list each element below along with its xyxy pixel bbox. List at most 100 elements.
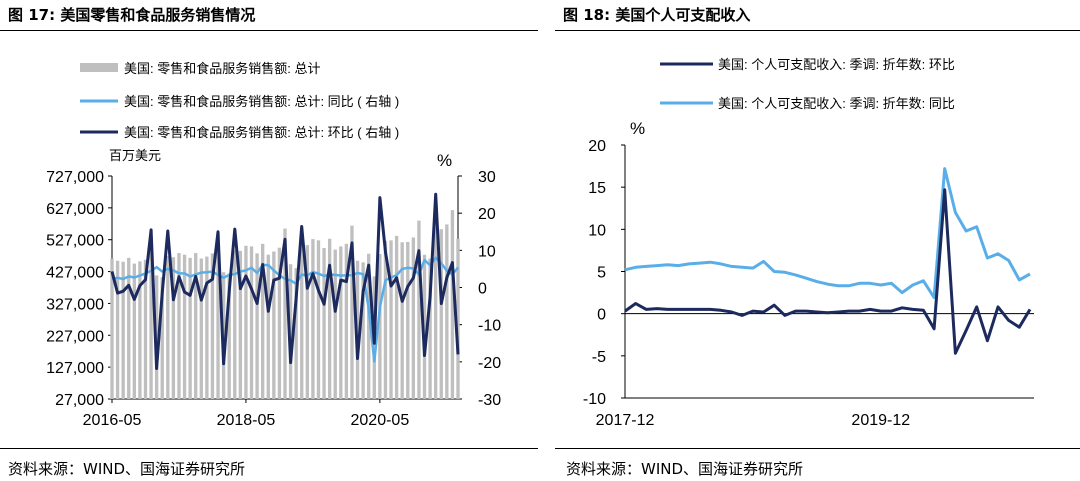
figure-17-title: 图 17: 美国零售和食品服务销售情况 [8,6,256,24]
legend-label-income-yoy: 美国: 个人可支配收入: 季调: 折年数: 同比 [718,96,955,111]
sales-bar [194,253,198,399]
sales-bar [255,253,259,399]
sales-bar [177,253,181,399]
sales-bar [378,254,382,399]
sales-bar [238,250,243,399]
sales-bar [439,229,443,399]
right-y-tick-label: -20 [478,355,501,372]
left-y-tick-label: 127,000 [46,360,104,377]
sales-bar [428,258,432,399]
right-y-tick-label: -10 [478,318,501,335]
legend-swatch-sales [80,63,118,72]
disposable-income-chart: 20 15 10 5 0 -5 -10% 2017-12 2019-12 美国: 个人可支配收入:… [583,57,1034,429]
figure-18-prefix: 图 [563,6,579,24]
left-y-tick-label: 527,000 [46,233,104,250]
sales-bar [417,220,421,399]
sales-bar [300,244,304,399]
x-tick-label: 2018-05 [217,412,276,429]
sales-bar [339,246,343,399]
sales-bar [227,273,231,399]
sales-bar [160,277,164,399]
y-tick-label: 0 [597,307,606,324]
figure-18-top-rule [555,30,1080,31]
y-tick-label: -10 [583,391,606,408]
sales-bar [249,246,254,399]
figure-18-number: 18 [583,6,605,24]
figure-18-title: 图 18: 美国个人可支配收入 [563,6,751,24]
income-mom-line [624,188,1032,355]
figure-17-number: 17 [28,6,50,24]
legend-label-sales: 美国: 零售和食品服务销售额: 总计 [124,61,320,76]
left-y-tick-label: 727,000 [46,169,104,186]
sales-bar [333,249,337,399]
y-tick-label: -5 [592,349,606,366]
sales-bar [394,235,399,399]
sales-bar [311,239,315,399]
figure-18-bottom-rule [555,448,1080,449]
sales-bar [149,239,153,399]
left-y-tick-label: 27,000 [55,392,104,409]
sales-bar [327,238,332,399]
sales-bar [411,237,416,399]
legend-label-yoy: 美国: 零售和食品服务销售额: 总计: 同比 ( 右轴 ) [124,94,399,109]
sales-bar [305,245,309,399]
sales-bar [283,228,287,399]
sales-bar [127,257,131,399]
sales-bar [199,258,203,399]
sales-bar [350,225,354,399]
sales-bar [272,251,276,399]
figure-17-top-rule [0,30,538,31]
sales-bar [244,245,248,399]
sales-bar [456,238,460,399]
x-tick-label: 2019-12 [851,412,910,429]
sales-bar [344,243,349,399]
sales-bar [166,255,170,399]
sales-bar [450,210,455,399]
sales-bar [188,257,192,399]
sales-bar [261,243,265,399]
right-axis-unit: % [437,151,452,170]
sales-bar [216,233,220,399]
sales-bar [322,247,326,399]
sales-bar [233,250,237,399]
sales-bar [143,259,148,399]
y-tick-label: 20 [588,138,606,155]
sales-bar [132,263,136,399]
sales-bar [205,256,209,399]
figure-17-text: 美国零售和食品服务销售情况 [60,6,256,24]
left-y-tick-label: 427,000 [46,265,104,282]
sales-bar [316,240,321,399]
sales-bar [266,254,270,399]
sales-bar [115,260,120,399]
x-tick-label: 2017-12 [596,412,655,429]
sales-bar [367,253,371,399]
figure-18-source: 资料来源：WIND、国海证券研究所 [566,460,804,478]
sales-bar [110,258,114,399]
sales-bar [138,261,142,399]
x-tick-label: 2020-05 [351,412,410,429]
sales-bar [277,247,282,399]
y-axis-unit: % [630,119,645,138]
right-y-tick-label: -30 [478,392,501,409]
legend-label-income-mom: 美国: 个人可支配收入: 季调: 折年数: 环比 [718,57,955,72]
y-tick-label: 15 [588,180,606,197]
sales-bar [121,261,125,399]
sales-bar [294,268,298,399]
sales-bar [171,257,176,399]
left-axis-unit: 百万美元 [109,148,161,163]
sales-bar [406,241,410,399]
right-y-tick-label: 10 [478,243,496,260]
left-y-tick-label: 627,000 [46,201,104,218]
figure-17-prefix: 图 [8,6,24,24]
x-tick-label: 2016-05 [83,412,142,429]
income-yoy-line [624,167,1031,300]
right-y-tick-label: 30 [478,169,496,186]
sales-bar [445,224,449,399]
legend-label-mom: 美国: 零售和食品服务销售额: 总计: 环比 ( 右轴 ) [124,125,399,140]
sales-bar [422,254,427,399]
left-y-tick-label: 227,000 [46,328,104,345]
y-tick-label: 10 [588,222,606,239]
sales-bar [383,240,388,399]
retail-sales-chart: 727,000 627,000 527,000 427,000 327,000 227,0… [46,61,501,429]
